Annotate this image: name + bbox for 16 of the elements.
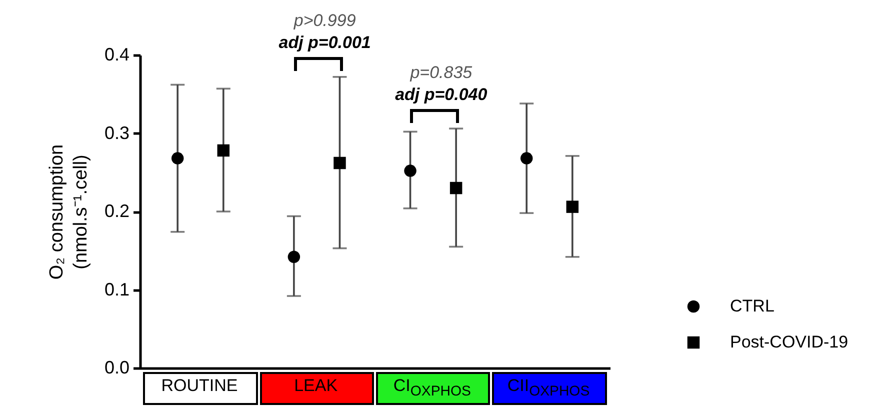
legend-label: CTRL [730,296,774,316]
x-tick-label: CI$_{OXPHOS}$ [392,376,472,400]
x-tick-label: CII$_{OXPHOS}$ [506,376,591,400]
x-tick-label: ROUTINE [160,376,239,396]
text: adj p=0.001 [278,32,372,53]
y-axis-title: O₂ consumption (nmol.s⁻¹.cell) [46,144,92,280]
y-tick-label: 0.2 [104,201,130,221]
y-tick-label: 0.1 [104,279,130,300]
y-tick-label: 0.3 [104,122,130,143]
legend-label: Post-COVID-19 [730,332,848,352]
annotation: p=0.835 [408,62,474,83]
y-tick-label: 0.4 [104,44,130,64]
annotation: adj p=0.040 [394,84,488,105]
x-tick-label: LEAK [293,376,339,396]
text: p>0.999 [292,10,357,31]
y-tick-label: 0.0 [104,358,130,378]
